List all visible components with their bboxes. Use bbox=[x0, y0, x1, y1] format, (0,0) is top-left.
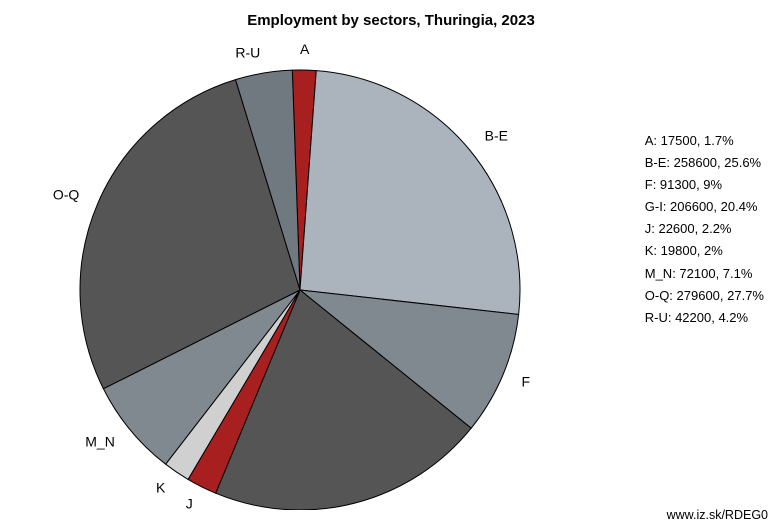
legend-item: B-E: 258600, 25.6% bbox=[645, 152, 764, 174]
legend-item: F: 91300, 9% bbox=[645, 174, 764, 196]
legend-item: J: 22600, 2.2% bbox=[645, 218, 764, 240]
slice-label-B-E: B-E bbox=[485, 128, 508, 144]
slice-label-M_N: M_N bbox=[85, 434, 115, 450]
legend: A: 17500, 1.7%B-E: 258600, 25.6%F: 91300… bbox=[645, 130, 764, 329]
slice-label-J: J bbox=[186, 496, 193, 510]
slice-label-F: F bbox=[521, 373, 530, 389]
slice-label-O-Q: O-Q bbox=[53, 187, 80, 203]
legend-item: A: 17500, 1.7% bbox=[645, 130, 764, 152]
legend-item: G-I: 206600, 20.4% bbox=[645, 196, 764, 218]
slice-label-A: A bbox=[300, 41, 310, 57]
legend-item: O-Q: 279600, 27.7% bbox=[645, 285, 764, 307]
legend-item: M_N: 72100, 7.1% bbox=[645, 263, 764, 285]
chart-title: Employment by sectors, Thuringia, 2023 bbox=[0, 12, 782, 29]
slice-label-R-U: R-U bbox=[235, 44, 260, 60]
slice-label-K: K bbox=[156, 480, 166, 496]
legend-item: K: 19800, 2% bbox=[645, 240, 764, 262]
source-link: www.iz.sk/RDEG0 bbox=[667, 508, 768, 522]
legend-item: R-U: 42200, 4.2% bbox=[645, 307, 764, 329]
pie-slice-B-E bbox=[300, 71, 520, 315]
